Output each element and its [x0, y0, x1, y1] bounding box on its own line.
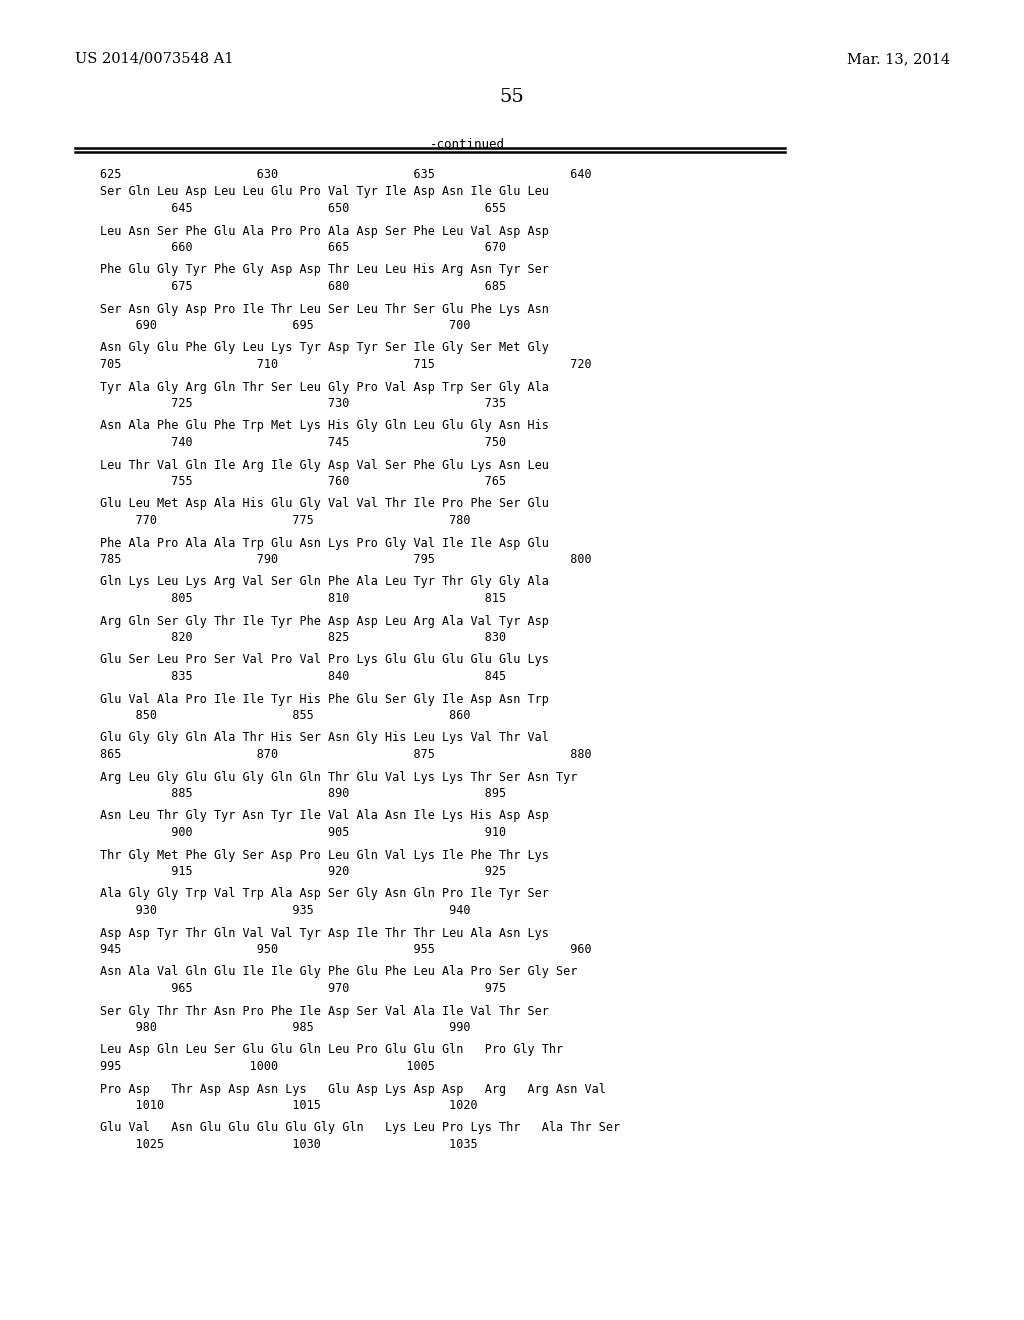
Text: 755                   760                   765: 755 760 765 [100, 475, 506, 488]
Text: 820                   825                   830: 820 825 830 [100, 631, 506, 644]
Text: 945                   950                   955                   960: 945 950 955 960 [100, 942, 592, 956]
Text: -continued: -continued [430, 139, 505, 150]
Text: Asn Ala Phe Glu Phe Trp Met Lys His Gly Gln Leu Glu Gly Asn His: Asn Ala Phe Glu Phe Trp Met Lys His Gly … [100, 420, 549, 433]
Text: Asn Gly Glu Phe Gly Leu Lys Tyr Asp Tyr Ser Ile Gly Ser Met Gly: Asn Gly Glu Phe Gly Leu Lys Tyr Asp Tyr … [100, 342, 549, 355]
Text: 690                   695                   700: 690 695 700 [100, 319, 470, 333]
Text: 885                   890                   895: 885 890 895 [100, 787, 506, 800]
Text: 625                   630                   635                   640: 625 630 635 640 [100, 168, 592, 181]
Text: Gln Lys Leu Lys Arg Val Ser Gln Phe Ala Leu Tyr Thr Gly Gly Ala: Gln Lys Leu Lys Arg Val Ser Gln Phe Ala … [100, 576, 549, 589]
Text: 1025                  1030                  1035: 1025 1030 1035 [100, 1138, 477, 1151]
Text: Ser Gly Thr Thr Asn Pro Phe Ile Asp Ser Val Ala Ile Val Thr Ser: Ser Gly Thr Thr Asn Pro Phe Ile Asp Ser … [100, 1005, 549, 1018]
Text: Phe Glu Gly Tyr Phe Gly Asp Asp Thr Leu Leu His Arg Asn Tyr Ser: Phe Glu Gly Tyr Phe Gly Asp Asp Thr Leu … [100, 264, 549, 276]
Text: Arg Leu Gly Glu Glu Gly Gln Gln Thr Glu Val Lys Lys Thr Ser Asn Tyr: Arg Leu Gly Glu Glu Gly Gln Gln Thr Glu … [100, 771, 578, 784]
Text: 995                  1000                  1005: 995 1000 1005 [100, 1060, 435, 1073]
Text: Ala Gly Gly Trp Val Trp Ala Asp Ser Gly Asn Gln Pro Ile Tyr Ser: Ala Gly Gly Trp Val Trp Ala Asp Ser Gly … [100, 887, 549, 900]
Text: 740                   745                   750: 740 745 750 [100, 436, 506, 449]
Text: 805                   810                   815: 805 810 815 [100, 591, 506, 605]
Text: 850                   855                   860: 850 855 860 [100, 709, 470, 722]
Text: 675                   680                   685: 675 680 685 [100, 280, 506, 293]
Text: Glu Val   Asn Glu Glu Glu Glu Gly Gln   Lys Leu Pro Lys Thr   Ala Thr Ser: Glu Val Asn Glu Glu Glu Glu Gly Gln Lys … [100, 1122, 621, 1134]
Text: Mar. 13, 2014: Mar. 13, 2014 [847, 51, 950, 66]
Text: Glu Leu Met Asp Ala His Glu Gly Val Val Thr Ile Pro Phe Ser Glu: Glu Leu Met Asp Ala His Glu Gly Val Val … [100, 498, 549, 511]
Text: 705                   710                   715                   720: 705 710 715 720 [100, 358, 592, 371]
Text: Pro Asp   Thr Asp Asp Asn Lys   Glu Asp Lys Asp Asp   Arg   Arg Asn Val: Pro Asp Thr Asp Asp Asn Lys Glu Asp Lys … [100, 1082, 606, 1096]
Text: 55: 55 [500, 88, 524, 106]
Text: Ser Asn Gly Asp Pro Ile Thr Leu Ser Leu Thr Ser Glu Phe Lys Asn: Ser Asn Gly Asp Pro Ile Thr Leu Ser Leu … [100, 302, 549, 315]
Text: 725                   730                   735: 725 730 735 [100, 397, 506, 411]
Text: 980                   985                   990: 980 985 990 [100, 1020, 470, 1034]
Text: Ser Gln Leu Asp Leu Leu Glu Pro Val Tyr Ile Asp Asn Ile Glu Leu: Ser Gln Leu Asp Leu Leu Glu Pro Val Tyr … [100, 186, 549, 198]
Text: 660                   665                   670: 660 665 670 [100, 242, 506, 253]
Text: Leu Thr Val Gln Ile Arg Ile Gly Asp Val Ser Phe Glu Lys Asn Leu: Leu Thr Val Gln Ile Arg Ile Gly Asp Val … [100, 458, 549, 471]
Text: 930                   935                   940: 930 935 940 [100, 904, 470, 917]
Text: 865                   870                   875                   880: 865 870 875 880 [100, 748, 592, 762]
Text: Thr Gly Met Phe Gly Ser Asp Pro Leu Gln Val Lys Ile Phe Thr Lys: Thr Gly Met Phe Gly Ser Asp Pro Leu Gln … [100, 849, 549, 862]
Text: Asn Leu Thr Gly Tyr Asn Tyr Ile Val Ala Asn Ile Lys His Asp Asp: Asn Leu Thr Gly Tyr Asn Tyr Ile Val Ala … [100, 809, 549, 822]
Text: Glu Val Ala Pro Ile Ile Tyr His Phe Glu Ser Gly Ile Asp Asn Trp: Glu Val Ala Pro Ile Ile Tyr His Phe Glu … [100, 693, 549, 705]
Text: Asp Asp Tyr Thr Gln Val Val Tyr Asp Ile Thr Thr Leu Ala Asn Lys: Asp Asp Tyr Thr Gln Val Val Tyr Asp Ile … [100, 927, 549, 940]
Text: Arg Gln Ser Gly Thr Ile Tyr Phe Asp Asp Leu Arg Ala Val Tyr Asp: Arg Gln Ser Gly Thr Ile Tyr Phe Asp Asp … [100, 615, 549, 627]
Text: 645                   650                   655: 645 650 655 [100, 202, 506, 215]
Text: Glu Ser Leu Pro Ser Val Pro Val Pro Lys Glu Glu Glu Glu Glu Lys: Glu Ser Leu Pro Ser Val Pro Val Pro Lys … [100, 653, 549, 667]
Text: 785                   790                   795                   800: 785 790 795 800 [100, 553, 592, 566]
Text: Tyr Ala Gly Arg Gln Thr Ser Leu Gly Pro Val Asp Trp Ser Gly Ala: Tyr Ala Gly Arg Gln Thr Ser Leu Gly Pro … [100, 380, 549, 393]
Text: 835                   840                   845: 835 840 845 [100, 671, 506, 682]
Text: 770                   775                   780: 770 775 780 [100, 513, 470, 527]
Text: Leu Asn Ser Phe Glu Ala Pro Pro Ala Asp Ser Phe Leu Val Asp Asp: Leu Asn Ser Phe Glu Ala Pro Pro Ala Asp … [100, 224, 549, 238]
Text: 915                   920                   925: 915 920 925 [100, 865, 506, 878]
Text: Phe Ala Pro Ala Ala Trp Glu Asn Lys Pro Gly Val Ile Ile Asp Glu: Phe Ala Pro Ala Ala Trp Glu Asn Lys Pro … [100, 536, 549, 549]
Text: 1010                  1015                  1020: 1010 1015 1020 [100, 1100, 477, 1111]
Text: 900                   905                   910: 900 905 910 [100, 826, 506, 840]
Text: US 2014/0073548 A1: US 2014/0073548 A1 [75, 51, 233, 66]
Text: 965                   970                   975: 965 970 975 [100, 982, 506, 995]
Text: Asn Ala Val Gln Glu Ile Ile Gly Phe Glu Phe Leu Ala Pro Ser Gly Ser: Asn Ala Val Gln Glu Ile Ile Gly Phe Glu … [100, 965, 578, 978]
Text: Glu Gly Gly Gln Ala Thr His Ser Asn Gly His Leu Lys Val Thr Val: Glu Gly Gly Gln Ala Thr His Ser Asn Gly … [100, 731, 549, 744]
Text: Leu Asp Gln Leu Ser Glu Glu Gln Leu Pro Glu Glu Gln   Pro Gly Thr: Leu Asp Gln Leu Ser Glu Glu Gln Leu Pro … [100, 1044, 563, 1056]
